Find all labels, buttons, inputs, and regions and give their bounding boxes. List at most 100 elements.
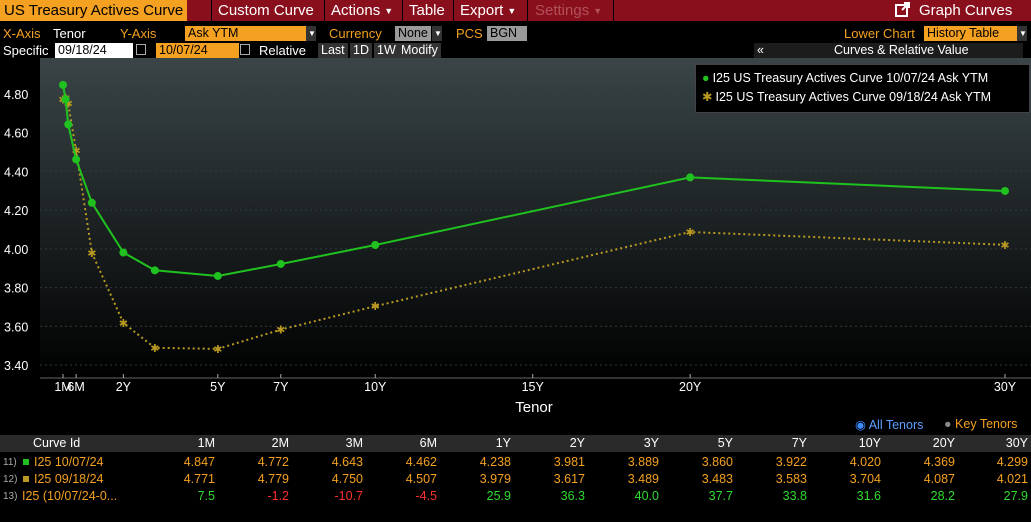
data-point-star: ✱ bbox=[64, 98, 73, 111]
column-header-7y[interactable]: 7Y bbox=[791, 436, 807, 450]
data-point-star: ✱ bbox=[72, 145, 81, 158]
data-point-dot bbox=[371, 240, 380, 249]
1d-button[interactable]: 1D bbox=[350, 43, 372, 58]
dot-marker-icon: ● bbox=[702, 71, 710, 85]
value-cell: 3.922 bbox=[775, 455, 807, 469]
column-header-5y[interactable]: 5Y bbox=[717, 436, 733, 450]
column-header-6m[interactable]: 6M bbox=[419, 436, 437, 450]
table-menu[interactable]: Table bbox=[409, 2, 445, 19]
data-point-star: ✱ bbox=[213, 343, 222, 356]
value-cell: 4.087 bbox=[923, 472, 955, 486]
curves-relative-value-panel[interactable]: « Curves & Relative Value bbox=[754, 43, 1023, 58]
value-cell: 4.462 bbox=[405, 455, 437, 469]
column-header-30y[interactable]: 30Y bbox=[1005, 436, 1028, 450]
value-cell: 4.238 bbox=[479, 455, 511, 469]
date1-input[interactable]: 09/18/24 bbox=[55, 43, 133, 58]
modify-button[interactable]: Modify bbox=[398, 43, 441, 58]
value-cell: 4.020 bbox=[849, 455, 881, 469]
date2-input[interactable]: 10/07/24 bbox=[156, 43, 239, 58]
y-tick-label: 4.40 bbox=[4, 165, 28, 179]
curve-title-tab[interactable]: US Treasury Actives Curve bbox=[0, 0, 188, 21]
chart-legend: ● I25 US Treasury Actives Curve 10/07/24 … bbox=[695, 64, 1030, 113]
column-header-2y[interactable]: 2Y bbox=[569, 436, 585, 450]
column-header-2m[interactable]: 2M bbox=[271, 436, 289, 450]
pcs-field[interactable]: BGN bbox=[487, 26, 527, 41]
value-cell: 4.771 bbox=[183, 472, 215, 486]
value-cell: 4.643 bbox=[331, 455, 363, 469]
x-tick-label: 30Y bbox=[994, 380, 1017, 394]
collapse-icon[interactable]: « bbox=[757, 43, 764, 57]
caret-down-icon[interactable]: ▼ bbox=[1017, 26, 1027, 41]
value-cell: 4.299 bbox=[996, 455, 1028, 469]
last-button[interactable]: Last bbox=[318, 43, 348, 58]
column-header-10y[interactable]: 10Y bbox=[858, 436, 881, 450]
table-row[interactable]: 11) I25 10/07/24 4.847 4.772 4.643 4.462 4.238… bbox=[0, 454, 1031, 471]
value-cell: 37.7 bbox=[708, 489, 733, 503]
1w-button[interactable]: 1W bbox=[374, 43, 399, 58]
xaxis-label: X-Axis bbox=[3, 26, 41, 41]
yaxis-select-value: Ask YTM bbox=[188, 26, 239, 40]
legend-item-2[interactable]: ✱ I25 US Treasury Actives Curve 09/18/24 … bbox=[702, 89, 991, 104]
radio-selected-icon: ◉ bbox=[855, 418, 866, 432]
y-tick-label: 3.60 bbox=[4, 320, 28, 334]
currency-select[interactable]: None bbox=[395, 26, 431, 41]
table-row[interactable]: 13) I25 (10/07/24-0... 7.5 -1.2 -10.7 -4.5 25.… bbox=[0, 488, 1031, 505]
value-cell: 3.979 bbox=[479, 472, 511, 486]
export-label: Export bbox=[460, 2, 504, 19]
date2-value: 10/07/24 bbox=[159, 43, 208, 57]
x-axis-label: Tenor bbox=[515, 399, 553, 416]
value-cell: 33.8 bbox=[782, 489, 807, 503]
value-cell: 4.847 bbox=[183, 455, 215, 469]
xaxis-value[interactable]: Tenor bbox=[53, 26, 86, 41]
actions-menu[interactable]: Actions ▼ bbox=[331, 0, 393, 21]
caret-down-icon[interactable]: ▼ bbox=[306, 26, 316, 41]
column-header-3m[interactable]: 3M bbox=[345, 436, 363, 450]
export-menu[interactable]: Export ▼ bbox=[460, 0, 516, 21]
column-header-3y[interactable]: 3Y bbox=[643, 436, 659, 450]
data-point-star: ✱ bbox=[686, 226, 695, 239]
column-header-1y[interactable]: 1Y bbox=[495, 436, 511, 450]
legend-item-1[interactable]: ● I25 US Treasury Actives Curve 10/07/24 … bbox=[702, 71, 988, 85]
value-cell: 4.772 bbox=[257, 455, 289, 469]
series-color-marker bbox=[23, 476, 29, 482]
custom-curve-menu[interactable]: Custom Curve bbox=[218, 2, 314, 19]
y-tick-label: 3.40 bbox=[4, 359, 28, 373]
graph-curves-button[interactable]: Graph Curves bbox=[895, 0, 1012, 21]
x-tick-label: 5Y bbox=[210, 380, 226, 394]
data-point-dot bbox=[87, 198, 96, 207]
x-tick-label: 10Y bbox=[364, 380, 387, 394]
value-cell: 40.0 bbox=[634, 489, 659, 503]
series-line-1 bbox=[62, 84, 1006, 278]
all-tenors-toggle[interactable]: ◉ All Tenors bbox=[855, 417, 923, 432]
yaxis-select[interactable]: Ask YTM bbox=[185, 26, 311, 41]
lower-chart-select[interactable]: History Table bbox=[924, 26, 1017, 41]
table-header: Curve Id 1M 2M 3M 6M 1Y 2Y 3Y 5Y 7Y 10Y 20Y 30Y bbox=[0, 435, 1031, 452]
y-tick-label: 4.80 bbox=[4, 88, 28, 102]
column-header-1m[interactable]: 1M bbox=[197, 436, 215, 450]
menu-bar: US Treasury Actives Curve Custom Curve A… bbox=[0, 0, 1031, 21]
table-row[interactable]: 12) I25 09/18/24 4.771 4.779 4.750 4.507 3.979… bbox=[0, 471, 1031, 488]
key-tenors-toggle[interactable]: ● Key Tenors bbox=[944, 417, 1017, 431]
data-point-star: ✱ bbox=[371, 300, 380, 313]
data-point-dot bbox=[72, 155, 81, 164]
curve-id-header: Curve Id bbox=[33, 436, 81, 450]
lower-chart-label: Lower Chart bbox=[844, 26, 915, 41]
specific-label: Specific bbox=[3, 43, 49, 58]
legend-label-2: I25 US Treasury Actives Curve 09/18/24 A… bbox=[715, 90, 992, 104]
yaxis-label: Y-Axis bbox=[120, 26, 157, 41]
value-cell: -1.2 bbox=[267, 489, 289, 503]
yield-curve-chart[interactable]: 3.40 3.60 3.80 4.00 4.20 4.40 4.60 4.80 1M 6M 2Y 5… bbox=[0, 58, 1031, 420]
value-cell: 3.704 bbox=[849, 472, 881, 486]
caret-down-icon[interactable]: ▼ bbox=[432, 26, 442, 41]
settings-label: Settings bbox=[535, 2, 590, 19]
value-cell: 3.889 bbox=[627, 455, 659, 469]
external-link-icon bbox=[895, 2, 910, 17]
caret-down-icon: ▼ bbox=[593, 5, 603, 16]
x-tick-label: 2Y bbox=[116, 380, 132, 394]
curve-id-cell: I25 10/07/24 bbox=[34, 455, 104, 469]
calendar-icon[interactable] bbox=[240, 44, 250, 55]
value-cell: 4.021 bbox=[996, 472, 1028, 486]
column-header-20y[interactable]: 20Y bbox=[932, 436, 955, 450]
value-cell: 7.5 bbox=[197, 489, 215, 503]
calendar-icon[interactable] bbox=[136, 44, 146, 55]
